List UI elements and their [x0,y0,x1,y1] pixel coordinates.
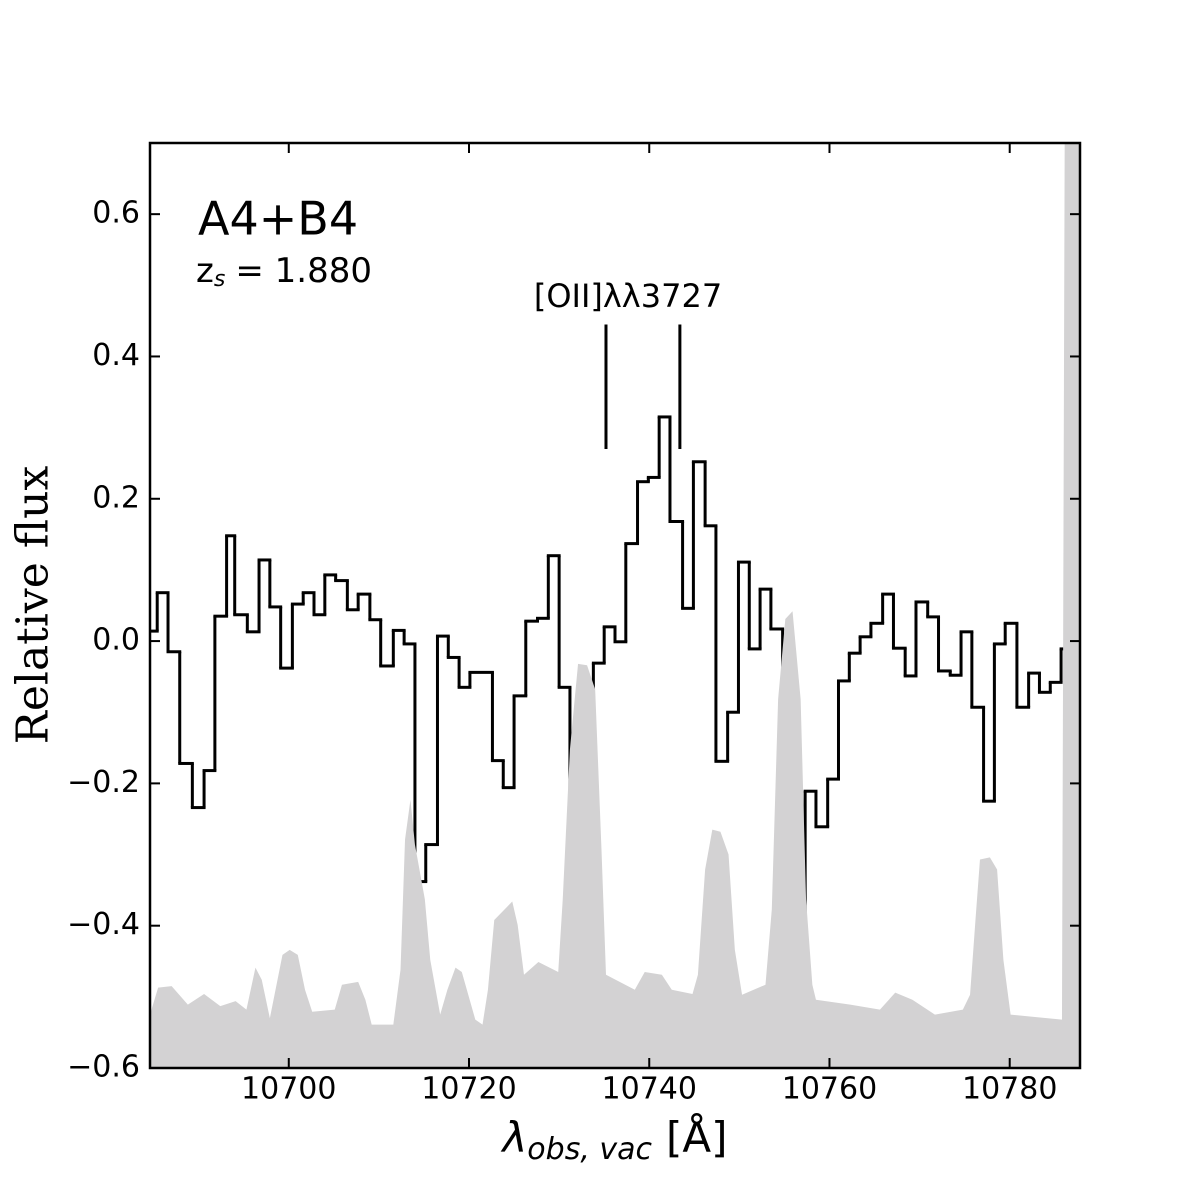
x-axis-label: λobs, vac [Å] [500,1112,727,1167]
x-tick-label: 10700 [241,1072,336,1107]
noise-area [150,143,1080,1068]
annotation: A4+B4 [198,192,358,246]
x-tick-label: 10760 [782,1072,877,1107]
line-label: [OII]λλ3727 [534,277,722,315]
redshift-text: = 1.880 [235,251,372,291]
x-tick-label: 10740 [602,1072,697,1107]
x-tick-label: 10720 [421,1072,516,1107]
redshift-label: zs = 1.880 [196,251,372,293]
x-tick-label: 10780 [962,1072,1057,1107]
plot-area [150,143,1080,1068]
x-label-sub: obs, vac [527,1132,652,1167]
y-tick-label: −0.4 [67,907,140,942]
y-tick-label: 0.4 [92,338,140,373]
y-tick-label: −0.6 [67,1050,140,1085]
y-axis-label: Relative flux [8,466,59,745]
x-label-symbol: λ [500,1113,527,1162]
y-tick-label: −0.2 [67,765,140,800]
y-tick-label: 0.0 [92,623,140,658]
y-tick-label: 0.2 [92,480,140,515]
x-label-unit: [Å] [666,1112,728,1162]
redshift-symbol: z [196,251,214,291]
axes-frame [148,141,1082,1070]
redshift-sub: s [214,267,225,292]
y-tick-label: 0.6 [92,196,140,231]
